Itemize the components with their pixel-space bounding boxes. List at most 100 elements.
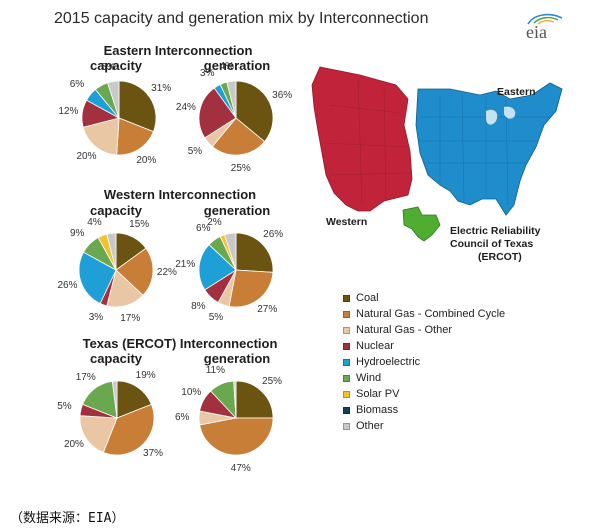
pie-data-label: 11% [205,365,226,377]
pie-slice [82,117,120,156]
pie-data-label: 2% [207,216,222,228]
pie-slice [107,80,120,119]
logo-text: eia [526,22,547,42]
pie-slice [102,403,155,456]
pie-data-label: 31% [151,83,172,95]
pie-data-label: 25% [262,375,283,387]
legend-swatch [343,406,350,414]
pie-data-label: 3% [88,311,104,323]
pie-data-label: 5% [57,400,72,412]
legend-item: Wind [343,370,505,386]
legend-item: Nuclear [343,338,505,354]
pie-slice [235,232,274,273]
pie-slice [224,232,237,271]
ercot-label: Electric Reliability Council of Texas (E… [450,225,541,263]
pie-slice [116,380,152,419]
pie-data-label: 25% [230,162,251,174]
pie-data-label: 5% [101,61,116,73]
legend-label: Biomass [356,404,399,416]
legend-label: Hydroelectric [356,356,421,368]
legend-swatch [343,342,350,350]
pie-data-label: 3% [200,68,215,80]
pie-data-label: 8% [191,301,206,313]
legend-label: Natural Gas - Other [356,324,452,336]
pie-data-label: 12% [58,105,79,117]
pie-data-label: 10% [181,387,202,399]
pie-slice [118,80,157,133]
legend-swatch [343,326,350,334]
legend-item: Biomass [343,402,505,418]
pie-data-label: 5% [208,311,224,323]
pie-data-label: 5% [187,145,203,157]
section-title-eastern: Eastern Interconnection [103,43,253,58]
pie-data-label: 21% [175,259,196,271]
pie-slice [211,117,266,156]
pie-slice [106,232,117,271]
western-label: Western [326,216,368,228]
pie-data-label: 15% [129,218,150,230]
pie-data-label: 6% [196,222,211,234]
pie-data-label: 9% [69,227,85,239]
western-region [311,66,413,212]
legend-label: Solar PV [356,388,400,400]
legend-item: Natural Gas - Combined Cycle [343,306,505,322]
pie-data-label: 17% [75,371,96,383]
legend-item: Hydroelectric [343,354,505,370]
pie-title: capacity [89,58,143,73]
legend-item: Coal [343,290,505,306]
pie-slice [235,80,274,143]
pie-data-label: 4% [219,61,235,73]
legend-label: Wind [356,372,382,384]
legend-item: Solar PV [343,386,505,402]
pie-data-label: 26% [57,279,78,291]
legend-label: Other [356,420,384,432]
pie-data-label: 19% [135,369,156,381]
pie-slice [79,415,118,453]
eia-logo: eia [526,13,563,42]
pie-data-label: 4% [87,216,102,228]
legend-swatch [343,390,350,398]
source-note: （数据来源：EIA） [10,511,125,526]
pie-title: generation [203,203,271,218]
pie-data-label: 20% [63,439,84,451]
pie-title: generation [203,58,271,73]
pie-data-label: 36% [272,90,293,102]
pie-slice [115,247,154,296]
pie-data-label: 17% [120,312,141,324]
pie-data-label: 20% [76,151,97,163]
section-title-western: Western Interconnection [103,187,257,202]
legend-label: Coal [356,292,379,304]
legend-label: Natural Gas - Combined Cycle [356,308,506,320]
ercot-region [402,206,441,242]
pie-slice [199,417,274,456]
pie-slice [198,244,237,291]
legend: Coal Natural Gas - Combined Cycle Natural … [343,290,505,434]
legend-swatch [343,294,350,302]
pie-data-label: 6% [69,79,85,91]
legend-swatch [343,374,350,382]
legend-item: Natural Gas - Other [343,322,505,338]
section-title-texas: Texas (ERCOT) Interconnection [82,336,278,351]
eastern-label: Eastern [497,86,536,98]
eastern-region [415,82,563,216]
pie-slice [198,87,237,139]
pie-data-label: 6% [175,412,190,423]
pie-slice [111,380,118,419]
pie-title: capacity [89,203,143,218]
legend-item: Other [343,418,505,434]
pie-data-label: 26% [263,229,284,241]
legend-swatch [343,310,350,318]
legend-swatch [343,422,350,430]
legend-label: Nuclear [356,340,394,352]
pie-data-label: 20% [136,155,157,167]
pie-slice [116,117,154,156]
pie-data-label: 24% [175,102,196,114]
chart-title: 2015 capacity and generation mix by Inte… [54,10,429,27]
pie-slice [226,80,237,119]
pie-title: generation [203,351,271,366]
pie-slice [233,380,237,419]
interconnection-map [311,66,563,242]
pie-data-label: 37% [143,448,164,460]
pie-data-label: 47% [230,462,251,474]
